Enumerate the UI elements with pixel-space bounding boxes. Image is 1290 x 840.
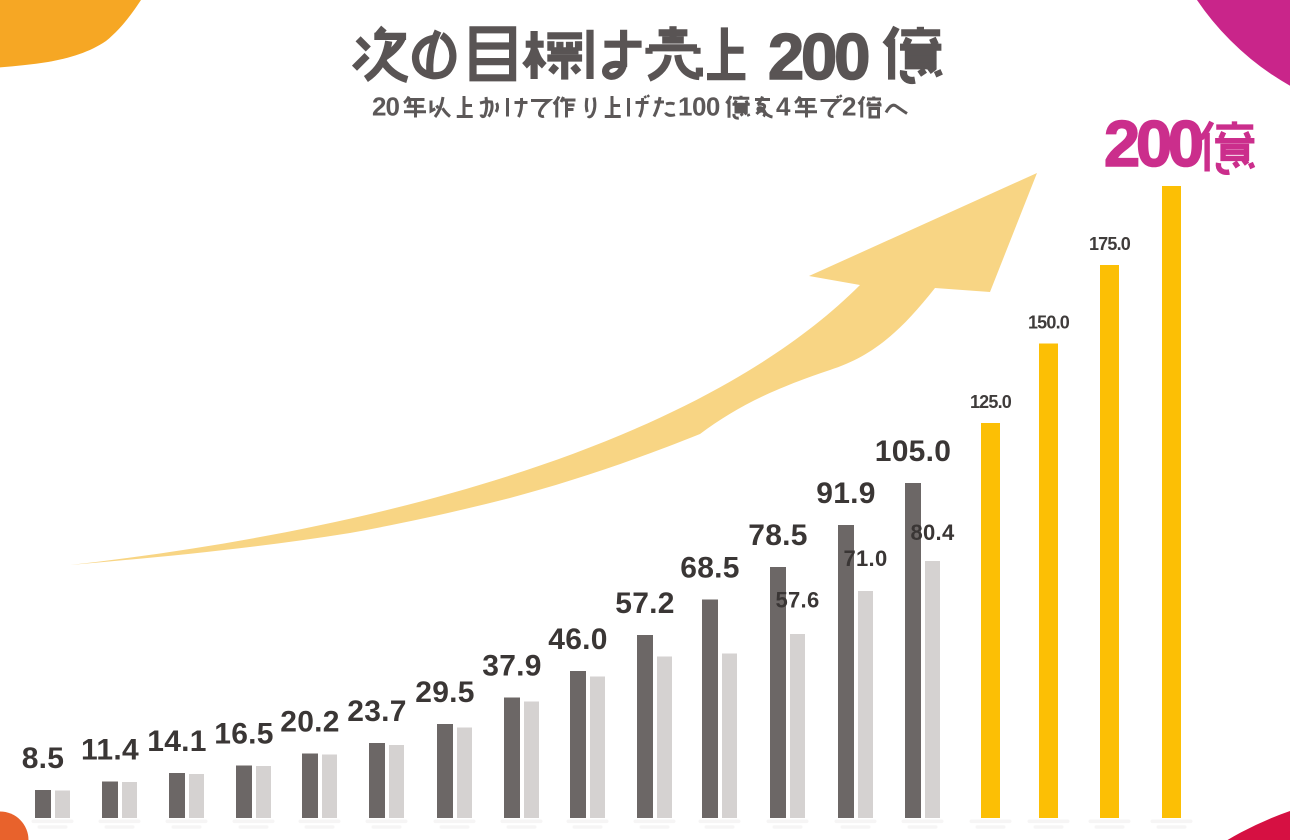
svg-text:4: 4 (776, 92, 791, 122)
svg-text:57.2: 57.2 (615, 587, 675, 620)
svg-text:80.4: 80.4 (910, 520, 954, 545)
svg-text:100: 100 (678, 92, 720, 122)
svg-text:68.5: 68.5 (680, 552, 740, 585)
svg-text:8.5: 8.5 (22, 742, 65, 775)
svg-text:91.9: 91.9 (816, 477, 876, 510)
svg-text:29.5: 29.5 (415, 676, 475, 709)
svg-text:57.6: 57.6 (775, 588, 819, 613)
svg-text:125.0: 125.0 (970, 392, 1012, 412)
svg-text:37.9: 37.9 (482, 650, 542, 683)
svg-text:20: 20 (372, 92, 399, 122)
svg-text:20.2: 20.2 (280, 705, 340, 738)
svg-text:11.4: 11.4 (81, 734, 139, 767)
svg-text:200: 200 (768, 20, 868, 93)
svg-text:16.5: 16.5 (214, 718, 274, 751)
svg-text:200: 200 (1104, 107, 1202, 180)
svg-text:71.0: 71.0 (843, 546, 887, 571)
svg-text:14.1: 14.1 (147, 725, 207, 758)
svg-text:150.0: 150.0 (1028, 313, 1070, 333)
svg-text:2: 2 (842, 92, 856, 122)
svg-text:46.0: 46.0 (548, 623, 608, 656)
svg-text:105.0: 105.0 (875, 435, 952, 468)
svg-text:78.5: 78.5 (748, 519, 808, 552)
svg-text:23.7: 23.7 (347, 695, 407, 728)
svg-text:175.0: 175.0 (1089, 234, 1131, 254)
